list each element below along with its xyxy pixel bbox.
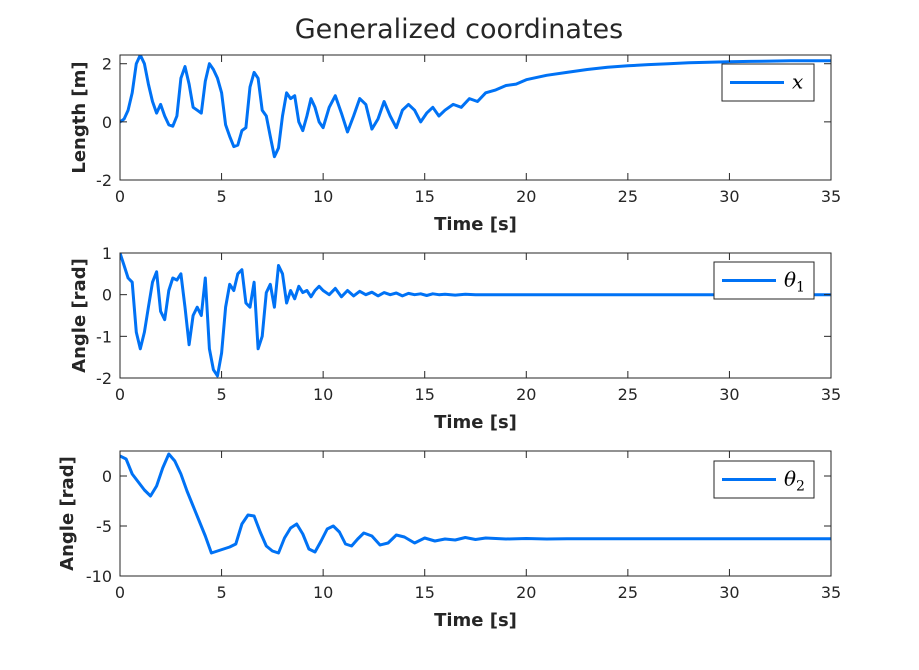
- x-tick-label: 25: [618, 385, 638, 404]
- legend-label: x: [792, 70, 803, 94]
- legend-label: θ2: [784, 467, 805, 495]
- x-tick-label: 25: [618, 583, 638, 602]
- y-tick-label: -1: [96, 327, 112, 346]
- x-axis-label: Time [s]: [434, 610, 517, 631]
- x-tick-label: 10: [313, 187, 333, 206]
- y-tick-label: 2: [102, 55, 112, 74]
- x-tick-label: 0: [115, 583, 125, 602]
- x-tick-label: 5: [216, 187, 226, 206]
- axes-box: [119, 450, 832, 577]
- axes-box: [119, 54, 832, 181]
- x-tick-label: 10: [313, 385, 333, 404]
- figure-title: Generalized coordinates: [295, 14, 623, 45]
- legend: x: [721, 63, 815, 102]
- series-line-2-1: [120, 253, 831, 378]
- y-tick-label: 0: [102, 113, 112, 132]
- x-tick-label: 0: [115, 187, 125, 206]
- x-tick-label: 20: [516, 385, 536, 404]
- y-tick-label: 0: [102, 467, 112, 486]
- x-tick-label: 20: [516, 583, 536, 602]
- x-tick-label: 25: [618, 187, 638, 206]
- y-tick-label: -5: [96, 517, 112, 536]
- y-axis-label: Length [m]: [69, 61, 90, 173]
- y-axis-label: Angle [rad]: [69, 258, 90, 373]
- y-tick-label: -2: [96, 369, 112, 388]
- legend: θ1: [713, 261, 815, 300]
- x-tick-label: 35: [821, 187, 841, 206]
- y-tick-label: 0: [102, 286, 112, 305]
- x-tick-label: 35: [821, 385, 841, 404]
- x-tick-label: 30: [719, 385, 739, 404]
- x-tick-label: 30: [719, 583, 739, 602]
- x-tick-label: 5: [216, 583, 226, 602]
- axes-box: [119, 252, 832, 379]
- x-tick-label: 30: [719, 187, 739, 206]
- x-tick-label: 15: [415, 583, 435, 602]
- y-tick-label: -2: [96, 171, 112, 190]
- series-line-3-1: [120, 452, 831, 555]
- legend-label: θ1: [784, 268, 805, 296]
- series-line-1-1: [120, 55, 831, 159]
- x-tick-label: 20: [516, 187, 536, 206]
- y-axis-label: Angle [rad]: [57, 456, 78, 571]
- x-axis-label: Time [s]: [434, 412, 517, 433]
- subplot-2: 0 5 10 15 20 25 30 35 -2 -1 0 1 Time [s] Angle [rad] θ…: [69, 244, 841, 433]
- x-tick-label: 5: [216, 385, 226, 404]
- x-tick-label: 15: [415, 385, 435, 404]
- y-tick-label: 1: [102, 244, 112, 263]
- x-tick-label: 10: [313, 583, 333, 602]
- y-tick-label: -10: [86, 567, 112, 586]
- x-tick-label: 15: [415, 187, 435, 206]
- legend: θ2: [713, 460, 815, 499]
- subplot-3: 0 5 10 15 20 25 30 35 -10 -5 0 Time [s] Angle [rad] θ…: [57, 450, 841, 631]
- x-tick-label: 0: [115, 385, 125, 404]
- x-axis-label: Time [s]: [434, 214, 517, 235]
- x-tick-label: 35: [821, 583, 841, 602]
